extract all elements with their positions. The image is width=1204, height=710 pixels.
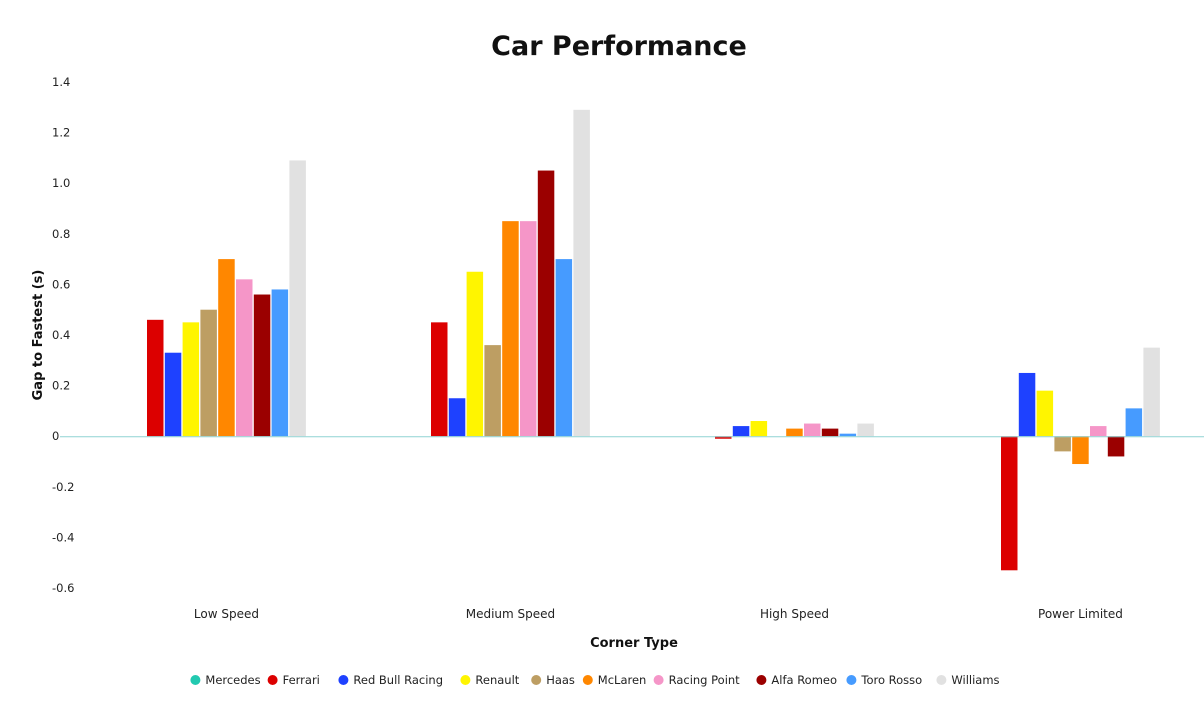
chart-title: Car Performance (491, 31, 747, 62)
legend-swatch (846, 675, 857, 685)
legend-swatch (936, 675, 947, 685)
bar-alfa-romeo (821, 428, 839, 437)
legend-swatch (531, 675, 542, 685)
legend-label: Mercedes (205, 673, 260, 687)
x-category-label: High Speed (760, 607, 829, 621)
bar-ferrari (147, 319, 164, 437)
bar-toro-rosso (839, 433, 857, 437)
bar-haas (1054, 436, 1071, 452)
legend-item: Toro Rosso (846, 673, 922, 687)
legend-item: Racing Point (653, 673, 741, 687)
y-tick-label: 0.2 (52, 379, 70, 393)
bar-red-bull-racing (164, 352, 182, 437)
legend-item: Renault (460, 673, 520, 687)
bar-renault (182, 322, 200, 437)
bar-toro-rosso (555, 259, 573, 437)
y-tick-label: 0.6 (52, 277, 70, 291)
bars (60, 109, 1204, 571)
bar-alfa-romeo (1107, 436, 1125, 457)
bar-alfa-romeo (537, 170, 555, 437)
y-tick-label: 1.4 (52, 75, 70, 89)
legend-label: Red Bull Racing (353, 673, 443, 687)
x-category-label: Medium Speed (466, 607, 555, 621)
y-tick-label: 0.8 (52, 227, 70, 241)
bar-red-bull-racing (732, 426, 750, 437)
y-tick-label: 0.4 (52, 328, 70, 342)
legend-swatch (653, 675, 664, 685)
legend-item: Alfa Romeo (756, 673, 837, 687)
bar-alfa-romeo (253, 294, 271, 437)
bar-williams (1143, 347, 1160, 437)
bar-toro-rosso (271, 289, 289, 437)
y-tick-label: -0.6 (52, 581, 74, 595)
y-tick-label: -0.2 (52, 480, 74, 494)
bar-red-bull-racing (1018, 372, 1036, 437)
x-axis-categories: Low Speed Medium Speed High Speed Power Lim… (194, 607, 1123, 621)
legend-item: Ferrari (267, 673, 320, 687)
legend-item: Haas (531, 673, 575, 687)
legend-swatch (756, 675, 767, 685)
bar-renault (750, 421, 768, 437)
y-tick-label: 1.2 (52, 126, 70, 140)
legend-label: Haas (546, 673, 575, 687)
legend-swatch (338, 675, 349, 685)
legend-label: Racing Point (669, 673, 741, 687)
bar-renault (466, 271, 484, 437)
bar-williams (573, 109, 590, 437)
bar-ferrari (715, 436, 732, 439)
bar-racing-point (520, 221, 537, 437)
bar-racing-point (236, 279, 253, 437)
y-axis-title: Gap to Fastest (s) (31, 270, 46, 401)
legend-label: Toro Rosso (860, 673, 922, 687)
legend-swatch (460, 675, 471, 685)
bar-haas (484, 345, 501, 437)
bar-racing-point (804, 423, 821, 437)
legend-label: McLaren (598, 673, 647, 687)
legend-item: Mercedes (190, 673, 261, 687)
bar-red-bull-racing (448, 398, 466, 437)
bar-ferrari (1001, 436, 1018, 571)
y-tick-label: -0.4 (52, 530, 74, 544)
x-axis-title: Corner Type (590, 636, 678, 651)
bar-mclaren (1072, 436, 1089, 465)
legend-swatch (582, 675, 593, 685)
legend-item: Red Bull Racing (338, 673, 443, 687)
legend-label: Alfa Romeo (771, 673, 837, 687)
bar-mclaren (786, 428, 803, 437)
bar-mclaren (502, 221, 519, 437)
bar-ferrari (431, 322, 448, 437)
x-category-label: Low Speed (194, 607, 259, 621)
bar-williams (857, 423, 874, 437)
legend-label: Williams (951, 673, 999, 687)
legend-label: Ferrari (283, 673, 320, 687)
bar-williams (289, 160, 306, 437)
y-tick-label: 1.0 (52, 176, 70, 190)
legend: Mercedes Ferrari Red Bull Racing Renault Haa… (190, 673, 1000, 687)
legend-item: McLaren (582, 673, 647, 687)
bar-renault (1036, 390, 1054, 437)
x-category-label: Power Limited (1038, 607, 1123, 621)
legend-swatch (267, 675, 278, 685)
bar-toro-rosso (1125, 408, 1143, 437)
legend-item: Williams (936, 673, 1000, 687)
y-tick-label: 0 (52, 429, 59, 443)
legend-swatch (190, 675, 201, 685)
bar-racing-point (1090, 426, 1107, 437)
legend-label: Renault (475, 673, 519, 687)
bar-mclaren (218, 259, 235, 437)
y-axis-ticks: 1.4 1.2 1.0 0.8 0.6 0.4 0.2 0 -0.2 -0.4 -0.6 (52, 75, 74, 595)
bar-haas (200, 309, 217, 437)
